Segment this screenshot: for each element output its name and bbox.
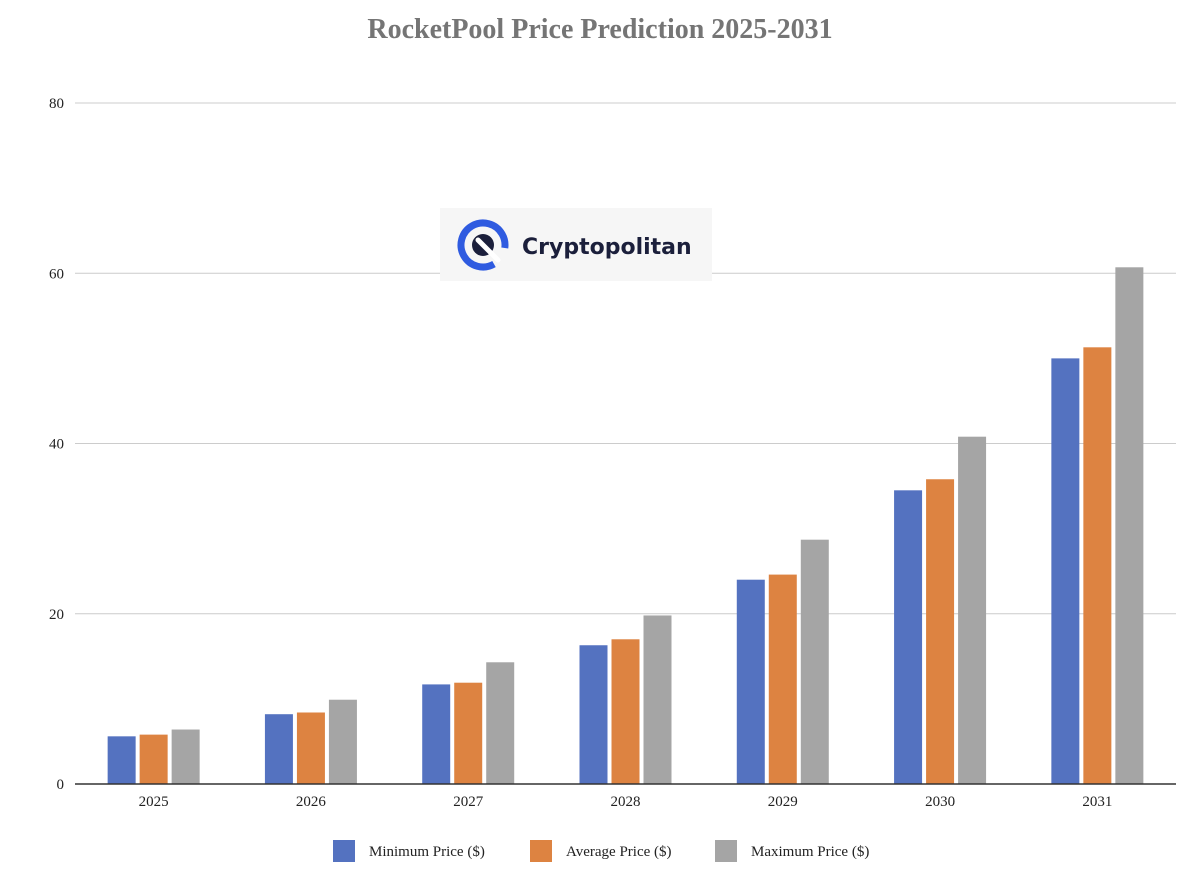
legend-label: Average Price ($) [566,844,672,860]
bar-maximum-2030 [958,436,987,784]
bar-average-2025 [139,734,168,784]
bar-maximum-2031 [1115,267,1144,784]
grid [75,102,1176,615]
x-tick-label: 2031 [1082,794,1112,810]
bars [107,267,1144,784]
x-tick-label: 2027 [453,794,484,810]
bar-average-2030 [926,479,955,784]
y-tick-label: 60 [49,266,64,282]
bar-minimum-2028 [579,645,608,784]
bar-minimum-2029 [736,579,765,784]
bar-maximum-2028 [643,615,672,784]
chart-title: RocketPool Price Prediction 2025-2031 [367,14,832,45]
legend: Minimum Price ($) Average Price ($) Maximu… [333,840,869,862]
cryptopolitan-logo-icon [457,219,509,271]
bar-average-2029 [768,574,797,784]
y-tick-label: 20 [49,607,64,623]
bar-minimum-2030 [894,490,923,784]
bar-maximum-2027 [486,662,515,784]
legend-swatch [530,840,552,862]
legend-label: Maximum Price ($) [751,844,869,860]
y-axis: 0 20 40 60 80 [49,96,64,793]
bar-minimum-2031 [1051,358,1080,784]
x-tick-label: 2026 [296,794,327,810]
bar-maximum-2029 [800,539,829,784]
y-tick-label: 80 [49,96,64,112]
watermark-logo: Cryptopolitan [440,208,712,281]
x-tick-label: 2028 [611,794,641,810]
bar-maximum-2025 [171,729,200,784]
bar-minimum-2025 [107,736,136,784]
legend-swatch [333,840,355,862]
bar-average-2028 [611,639,640,784]
x-tick-label: 2025 [139,794,169,810]
legend-swatch [715,840,737,862]
y-tick-label: 0 [57,777,65,793]
x-tick-label: 2030 [925,794,955,810]
bar-maximum-2026 [328,699,357,784]
bar-minimum-2027 [422,684,451,784]
y-tick-label: 40 [49,437,64,453]
legend-label: Minimum Price ($) [369,844,485,860]
bar-average-2026 [296,712,325,784]
x-tick-label: 2029 [768,794,798,810]
watermark-text: Cryptopolitan [522,235,692,260]
bar-minimum-2026 [264,714,293,784]
x-axis: 2025 2026 2027 2028 2029 2030 2031 [139,794,1113,810]
bar-average-2027 [454,682,483,784]
bar-average-2031 [1083,347,1112,784]
